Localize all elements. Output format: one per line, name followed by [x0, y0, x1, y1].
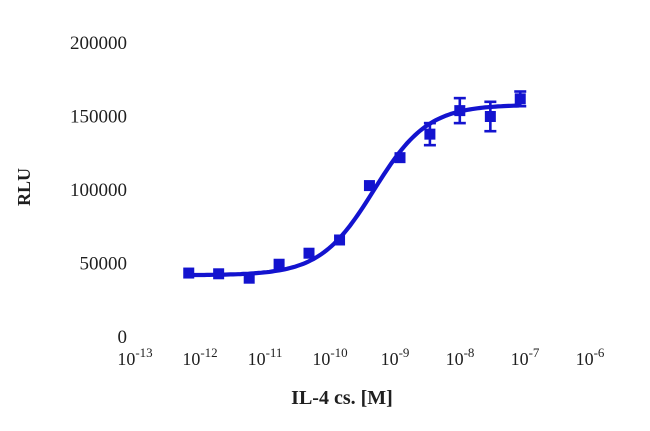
data-point-marker — [484, 111, 496, 122]
y-tick-label: 50000 — [80, 254, 128, 275]
fit-curve — [186, 103, 521, 278]
y-axis-tick-labels: 0 50000 100000 150000 200000 — [70, 33, 127, 348]
x-tick-label: 10-12 — [182, 345, 217, 369]
sigmoid-fit-path — [186, 103, 521, 278]
data-points — [183, 93, 526, 284]
data-point-marker — [273, 258, 285, 270]
data-point-marker — [424, 128, 436, 140]
data-point-marker — [334, 234, 346, 246]
x-tick-label: 10-10 — [312, 345, 347, 369]
x-tick-label: 10-8 — [446, 345, 475, 369]
y-tick-label: 150000 — [70, 107, 127, 128]
data-point-marker — [363, 180, 375, 192]
x-tick-label: 10-7 — [511, 345, 540, 369]
data-point-marker — [213, 268, 225, 280]
data-point-marker — [454, 105, 466, 117]
data-point-marker — [243, 272, 255, 284]
x-tick-label: 10-11 — [248, 345, 283, 369]
y-tick-label: 0 — [118, 327, 128, 348]
x-tick-label: 10-13 — [117, 345, 152, 369]
data-point-marker — [303, 247, 315, 259]
x-axis-tick-labels: 10-13 10-12 10-11 10-10 10-9 10-8 10-7 10-6 — [117, 345, 605, 369]
y-tick-label: 200000 — [70, 33, 127, 54]
y-tick-label: 100000 — [70, 180, 127, 201]
data-point-marker — [514, 93, 526, 105]
x-tick-label: 10-6 — [576, 345, 605, 369]
x-axis-title: IL-4 cs. [M] — [291, 387, 393, 409]
data-point-marker — [183, 267, 195, 279]
data-point-marker — [394, 152, 406, 164]
x-tick-label: 10-9 — [381, 345, 410, 369]
y-axis-title: RLU — [14, 168, 34, 206]
